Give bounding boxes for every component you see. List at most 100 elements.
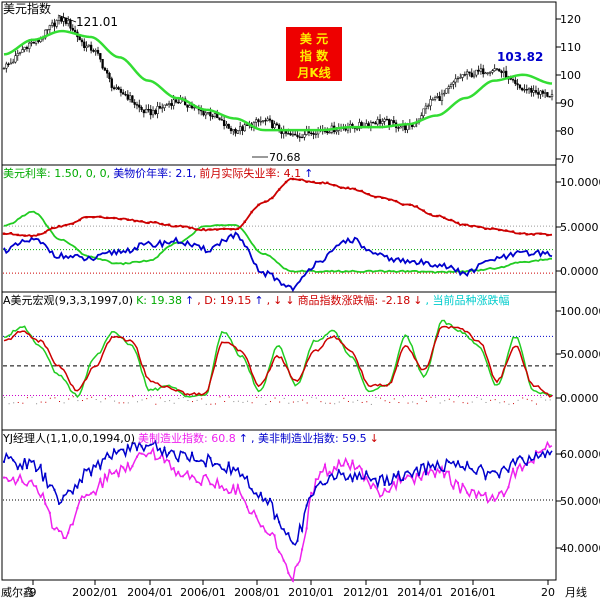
series-marker <box>58 530 61 533</box>
series-marker <box>113 448 116 451</box>
candle-body <box>527 87 531 90</box>
noise-dot <box>471 401 473 403</box>
series-marker <box>209 483 212 486</box>
noise-dot <box>265 403 267 405</box>
series-marker <box>99 478 102 481</box>
series-marker <box>90 492 93 495</box>
candle-body <box>259 121 262 123</box>
candle-body <box>239 126 242 132</box>
x-tick-label: 2010/01 <box>288 586 334 599</box>
peak-annotation: 121.01 <box>76 15 118 29</box>
series-marker <box>58 502 61 505</box>
series-marker <box>470 488 473 491</box>
series-marker <box>420 463 423 466</box>
noise-dot <box>311 396 313 398</box>
candle-body <box>243 124 246 131</box>
series-marker <box>94 465 97 468</box>
noise-dot <box>72 396 74 398</box>
noise-dot <box>100 401 102 403</box>
series-marker <box>475 496 478 499</box>
series-marker <box>461 483 464 486</box>
noise-dot <box>416 403 418 405</box>
candle-body <box>440 93 444 101</box>
series-marker <box>489 498 492 501</box>
series-marker <box>493 470 496 473</box>
noise-dot <box>535 403 537 405</box>
series-marker <box>477 225 480 229</box>
noise-dot <box>59 401 61 403</box>
candle-body <box>99 53 102 60</box>
candle-body <box>167 103 171 105</box>
series-marker <box>277 188 281 191</box>
series-marker <box>268 533 271 536</box>
series-marker <box>195 228 198 231</box>
series-marker <box>319 471 322 474</box>
series-marker <box>333 478 336 481</box>
candle-body <box>266 118 269 121</box>
series-marker <box>135 448 138 451</box>
badge-line-3: 月K线 <box>296 65 330 80</box>
series-marker <box>312 180 315 184</box>
noise-dot <box>192 401 194 403</box>
series-marker <box>250 488 253 491</box>
series-marker <box>195 480 198 483</box>
candle-body <box>289 133 292 136</box>
series-marker <box>236 227 240 230</box>
candle-body <box>486 72 489 74</box>
series-marker <box>30 479 33 482</box>
candle-body <box>372 122 375 124</box>
y-tick-label: 0.0000 <box>560 265 599 278</box>
series-marker <box>246 475 249 478</box>
candle-body <box>149 109 152 116</box>
candle-body <box>80 39 84 43</box>
candle-body <box>514 79 517 84</box>
series-marker <box>470 225 473 228</box>
series-marker <box>319 480 322 483</box>
noise-dot <box>439 402 441 404</box>
series-marker <box>181 451 184 454</box>
series-marker <box>204 473 207 476</box>
candle-body <box>452 81 455 85</box>
recent-high-annotation: 103.82 <box>497 50 543 64</box>
noise-dot <box>17 401 19 403</box>
candle-body <box>158 106 162 109</box>
series-marker <box>119 217 123 221</box>
series-marker <box>140 452 143 455</box>
series-marker <box>383 483 386 486</box>
candle-body <box>145 108 148 114</box>
series-marker <box>466 461 469 464</box>
series-marker <box>429 468 432 471</box>
series-marker <box>388 483 391 486</box>
series-marker <box>310 491 313 494</box>
dollar-index-monthly-badge: 美 元 指 数 月K线 <box>286 27 342 81</box>
series-marker <box>218 486 221 489</box>
legend-item-3: ↑ <box>239 432 248 445</box>
series-marker <box>177 470 180 473</box>
candle-body <box>461 74 464 78</box>
series-marker <box>346 463 349 466</box>
series-marker <box>328 474 331 477</box>
legend-item-5: ↑ <box>254 294 263 307</box>
series-marker <box>525 233 528 236</box>
noise-dot <box>22 402 24 404</box>
series-marker <box>296 539 299 542</box>
candle-body <box>108 73 111 79</box>
noise-dot <box>256 396 258 398</box>
candle-body <box>140 107 143 111</box>
series-marker <box>452 460 455 463</box>
candle-body <box>188 105 191 108</box>
series-marker <box>163 446 166 449</box>
x-tick-label: 2006/01 <box>180 586 226 599</box>
legend-item-9: 商品指数涨跌幅: -2.18 <box>298 293 411 307</box>
candle-body <box>28 42 31 49</box>
candle-body <box>124 94 127 96</box>
candle-body <box>459 77 462 79</box>
noise-dot <box>494 399 496 401</box>
noise-dot <box>522 397 524 399</box>
candle-body <box>312 132 315 135</box>
series-marker <box>484 227 487 231</box>
series-marker <box>291 177 295 181</box>
noise-dot <box>503 401 505 403</box>
noise-dot <box>132 396 134 398</box>
series-marker <box>479 464 482 467</box>
